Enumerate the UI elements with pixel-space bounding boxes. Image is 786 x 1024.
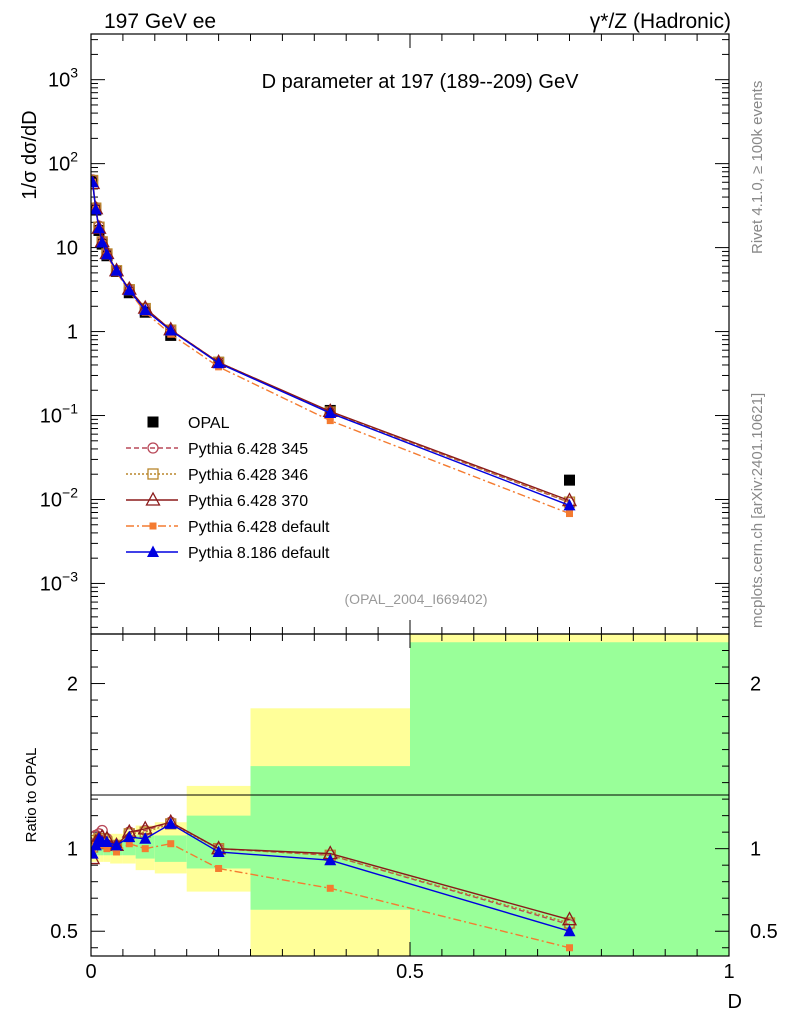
main-point-pythia-8-186-default [123, 283, 136, 296]
ratio-y-axis-label: Ratio to OPAL [23, 748, 40, 843]
main-y-tick-label: 103 [48, 65, 78, 92]
main-frame [90, 33, 730, 635]
ratio-y-tick-label: 1 [67, 839, 78, 861]
ratio-frame [90, 633, 730, 957]
ratio-x-tick-label: 0.5 [396, 961, 424, 983]
main-point-pythia-8-186-default [110, 264, 123, 276]
ratio-band-green [154, 835, 187, 862]
main-point-pythia-8-186-default [139, 303, 152, 316]
main-point-pythia-8-186-default [563, 498, 576, 511]
main-point-pythia-6-428-default [326, 417, 334, 425]
ratio-point-pythia-6-428-default [113, 848, 121, 856]
main-y-axis-label: 1/σ dσ/dD [19, 110, 41, 199]
ratio-y-tick-label: 0.5 [50, 921, 78, 943]
main-point-pythia-8-186-default [324, 406, 337, 419]
plot-title: D parameter at 197 (189--209) GeV [262, 71, 579, 93]
ratio-point-pythia-8-186-default [123, 830, 136, 843]
ratio-point-pythia-6-428-default [215, 864, 223, 872]
main-point-pythia-8-186-default [91, 175, 99, 188]
ratio-series [91, 813, 578, 952]
ratio-point-pythia-6-428-default [167, 840, 175, 848]
legend-label-opal: OPAL [188, 415, 230, 432]
ratio-point-pythia-8-186-default [212, 845, 225, 857]
side-mcplots-label: mcplots.cern.ch [arXiv:2401.10621] [749, 393, 766, 628]
main-y-tick-label: 10−3 [40, 568, 78, 595]
header-right-title: γ*/Z (Hadronic) [590, 10, 731, 33]
header-left-title: 197 GeV ee [104, 10, 216, 33]
main-y-tick-label: 10 [56, 238, 78, 260]
ratio-point-pythia-8-186-default [91, 838, 102, 851]
ratio-axes: 0.5 0.5 1 1 2 2 0 0.5 1 [50, 633, 778, 983]
main-point-pythia-8-186-default [100, 247, 113, 260]
ratio-point-pythia-6-428-default [566, 944, 573, 952]
ratio-point-pythia-8-186-default [139, 832, 152, 844]
ratio-point-pythia-8-186-default [100, 835, 113, 848]
legend-marker-opal [147, 416, 159, 428]
main-y-tick-label: 102 [48, 149, 78, 176]
analysis-watermark: (OPAL_2004_I669402) [345, 591, 488, 607]
main-point-opal [564, 474, 575, 486]
main-line-pythia-6-428-346 [91, 180, 570, 503]
main-line-pythia-8-186-default [91, 182, 570, 507]
ratio-y-tick-label-right: 1 [750, 839, 761, 861]
ratio-point-pythia-8-186-default [110, 838, 123, 851]
main-point-pythia-8-186-default [92, 221, 105, 234]
main-point-pythia-6-428-default [566, 510, 573, 518]
legend: OPAL Pythia 6.428 345 Pythia 6.428 346 Pyth… [126, 415, 330, 562]
ratio-point-pythia-6-428-default [326, 884, 334, 892]
ratio-point-pythia-8-186-default [563, 924, 576, 937]
main-point-pythia-8-186-default [91, 202, 102, 215]
main-point-pythia-8-186-default [96, 236, 109, 248]
legend-label-pythia-6-428-default: Pythia 6.428 default [188, 519, 330, 536]
legend-marker-pythia-6-428-346 [147, 468, 159, 480]
legend-marker-pythia-6-428-345 [147, 442, 159, 454]
ratio-y-tick-label: 2 [67, 674, 78, 696]
ratio-point-pythia-6-428-default [141, 845, 149, 853]
ratio-point-pythia-8-186-default [324, 853, 337, 866]
ratio-y-tick-label-right: 0.5 [750, 921, 778, 943]
main-y-tick-label: 1 [67, 322, 78, 344]
main-y-tick-label: 10−2 [40, 484, 78, 511]
legend-label-pythia-6-428-346: Pythia 6.428 346 [188, 467, 308, 484]
ratio-point-pythia-8-186-default [164, 817, 177, 829]
legend-label-pythia-8-186-default: Pythia 8.186 default [188, 545, 330, 562]
legend-marker-pythia-6-428-default [149, 522, 157, 530]
legend-marker-pythia-6-428-370 [145, 491, 161, 506]
legend-marker-pythia-8-186-default [147, 545, 159, 557]
ratio-band-green [410, 642, 729, 956]
ratio-point-pythia-6-428-370 [561, 911, 578, 926]
ratio-point-pythia-6-428-default [103, 845, 111, 853]
main-y-tick-label: 10−1 [40, 401, 78, 428]
main-series [91, 174, 578, 518]
main-point-pythia-8-186-default [212, 356, 225, 369]
main-line-pythia-6-428-370 [91, 183, 570, 502]
x-axis-label: D [728, 991, 742, 1013]
side-rivet-label: Rivet 4.1.0, ≥ 100k events [749, 81, 766, 254]
main-line-pythia-6-428-345 [91, 179, 570, 504]
main-line-pythia-6-428-default [91, 182, 570, 515]
ratio-point-pythia-6-428-345 [96, 824, 108, 837]
ratio-point-pythia-6-428-default [125, 840, 133, 848]
ratio-x-tick-label: 0 [85, 961, 96, 983]
legend-label-pythia-6-428-345: Pythia 6.428 345 [188, 441, 308, 458]
ratio-x-tick-label: 1 [723, 961, 734, 983]
legend-label-pythia-6-428-370: Pythia 6.428 370 [188, 493, 308, 510]
ratio-y-tick-label-right: 2 [750, 674, 761, 696]
main-point-pythia-8-186-default [164, 323, 177, 336]
